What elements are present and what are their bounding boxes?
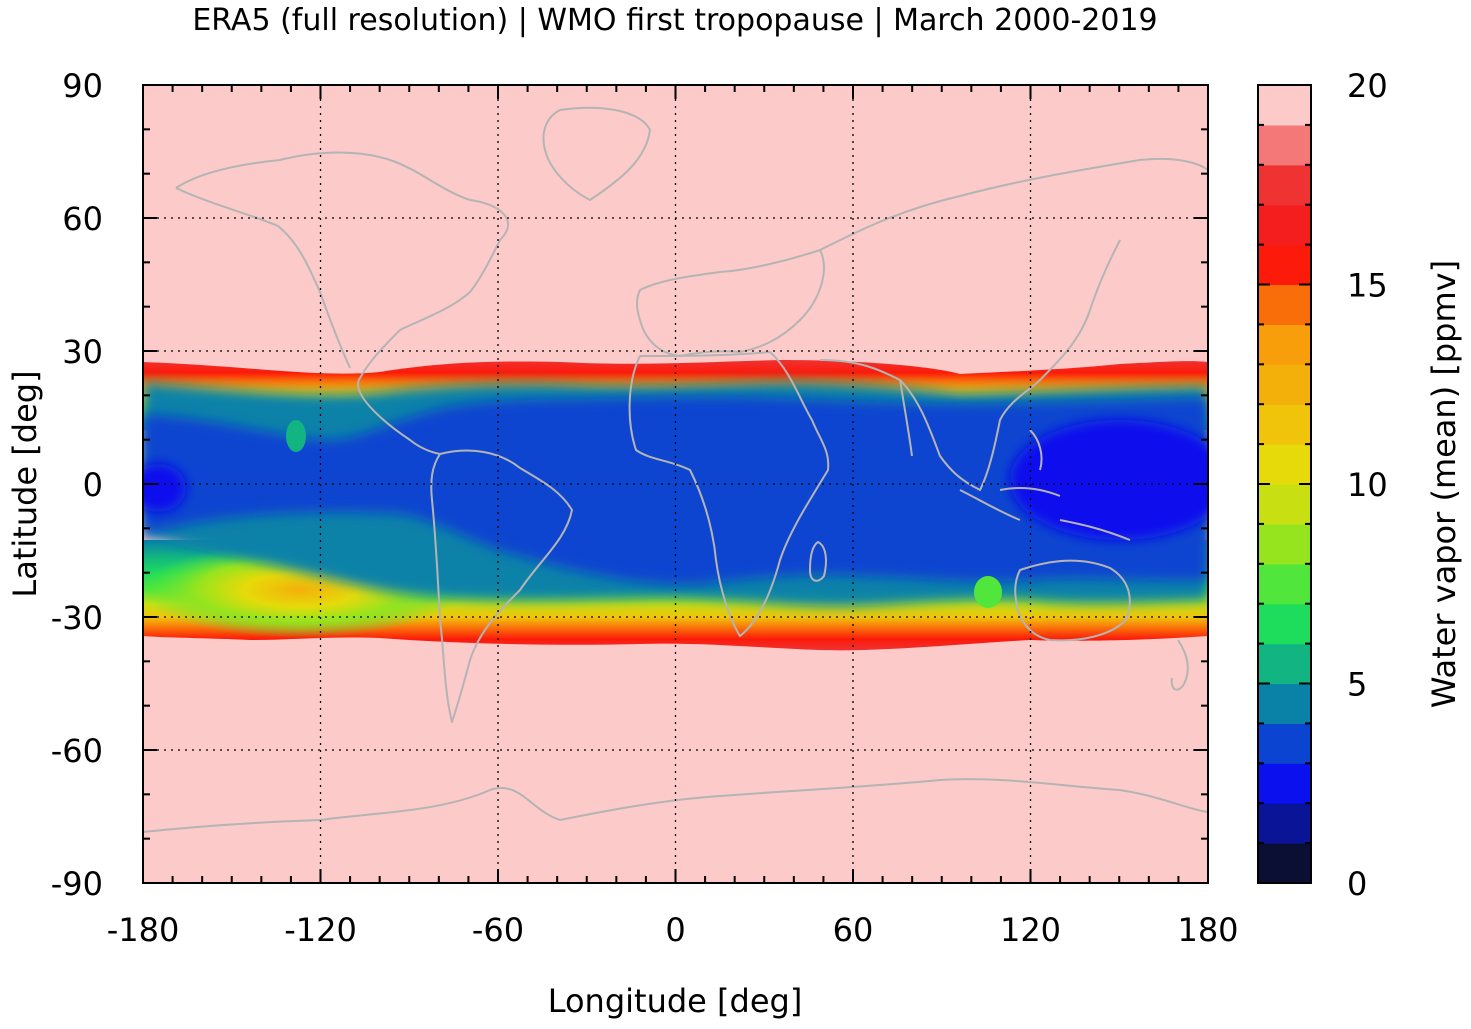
y-axis-label: Latitude [deg] xyxy=(6,370,44,597)
axis-ticks xyxy=(142,84,1209,884)
new-zealand-coast xyxy=(1170,639,1189,691)
colorbar-tick-label: 0 xyxy=(1347,865,1367,903)
x-tick-label: 120 xyxy=(1000,911,1061,949)
colorbar-level xyxy=(1258,124,1311,166)
y-tick-label: -30 xyxy=(51,599,103,637)
chart-title: ERA5 (full resolution) | WMO first tropo… xyxy=(192,3,1157,38)
south-america-coast xyxy=(430,449,573,723)
colorbar-levels xyxy=(1258,85,1311,884)
indian-ocean-anomaly xyxy=(974,576,1002,608)
y-tick-label: -90 xyxy=(51,865,103,903)
africa-coast xyxy=(628,351,830,637)
colorbar-level xyxy=(1258,164,1311,206)
australia-coast xyxy=(1014,559,1131,642)
colorbar-level xyxy=(1258,324,1311,365)
y-tick-label: 0 xyxy=(83,466,103,504)
x-tick-label: 0 xyxy=(665,911,685,949)
gridlines xyxy=(143,85,1208,883)
colorbar-level xyxy=(1258,284,1311,325)
x-tick-labels: -180 -120 -60 0 60 120 180 xyxy=(107,911,1239,949)
plot-area xyxy=(143,85,1208,883)
colorbar-level xyxy=(1258,563,1311,605)
colorbar-tick-label: 20 xyxy=(1347,67,1388,105)
x-tick-label: 180 xyxy=(1177,911,1238,949)
colorbar-level xyxy=(1258,763,1311,804)
colorbar-level xyxy=(1258,484,1311,525)
x-tick-label: -60 xyxy=(472,911,524,949)
y-tick-label: 90 xyxy=(62,67,103,105)
x-axis-label: Longitude [deg] xyxy=(548,982,803,1020)
colorbar-tick-label: 15 xyxy=(1347,267,1388,305)
coastlines xyxy=(143,106,1208,833)
colorbar-ticks xyxy=(1258,84,1311,884)
colorbar-level xyxy=(1258,843,1311,884)
colorbar-level xyxy=(1258,204,1311,246)
maritime-continent-coast xyxy=(959,429,1131,541)
colorbar-level xyxy=(1258,404,1311,445)
colorbar-level xyxy=(1258,803,1311,844)
x-tick-label: -120 xyxy=(284,911,357,949)
colorbar-level xyxy=(1258,723,1311,764)
x-tick-label: -180 xyxy=(107,911,180,949)
colorbar-level xyxy=(1258,244,1311,286)
madagascar-coast xyxy=(809,541,827,582)
colorbar-tick-labels: 20 15 10 5 0 xyxy=(1347,67,1388,903)
colorbar-tick-label: 10 xyxy=(1347,466,1388,504)
y-tick-label: 30 xyxy=(62,333,103,371)
colorbar-level xyxy=(1258,523,1311,565)
europe-coast xyxy=(636,249,825,357)
colorbar-level xyxy=(1258,444,1311,485)
colorbar-level xyxy=(1258,683,1311,724)
greenland-coast xyxy=(542,106,651,201)
east-pacific-pool xyxy=(143,464,186,512)
colorbar-tick-label: 5 xyxy=(1347,666,1367,704)
colorbar-level xyxy=(1258,85,1311,126)
antarctica-coast xyxy=(143,778,1208,833)
mexico-anomaly xyxy=(286,420,306,452)
north-america-coast xyxy=(175,151,510,455)
x-tick-label: 60 xyxy=(833,911,874,949)
colorbar-level xyxy=(1258,364,1311,405)
y-tick-label: -60 xyxy=(51,732,103,770)
colorbar-level xyxy=(1258,603,1311,645)
colorbar: 20 15 10 5 0 xyxy=(1257,67,1388,903)
y-tick-label: 60 xyxy=(62,200,103,238)
asia-coast xyxy=(819,157,1208,491)
colorbar-level xyxy=(1258,643,1311,685)
tropical-core-blue xyxy=(143,396,1208,585)
y-tick-labels: 90 60 30 0 -30 -60 -90 xyxy=(51,67,103,903)
colorbar-label: Water vapor (mean) [ppmv] xyxy=(1425,260,1463,708)
western-pacific-pool xyxy=(1010,420,1208,540)
